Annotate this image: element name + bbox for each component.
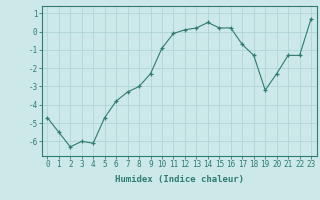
X-axis label: Humidex (Indice chaleur): Humidex (Indice chaleur) xyxy=(115,175,244,184)
